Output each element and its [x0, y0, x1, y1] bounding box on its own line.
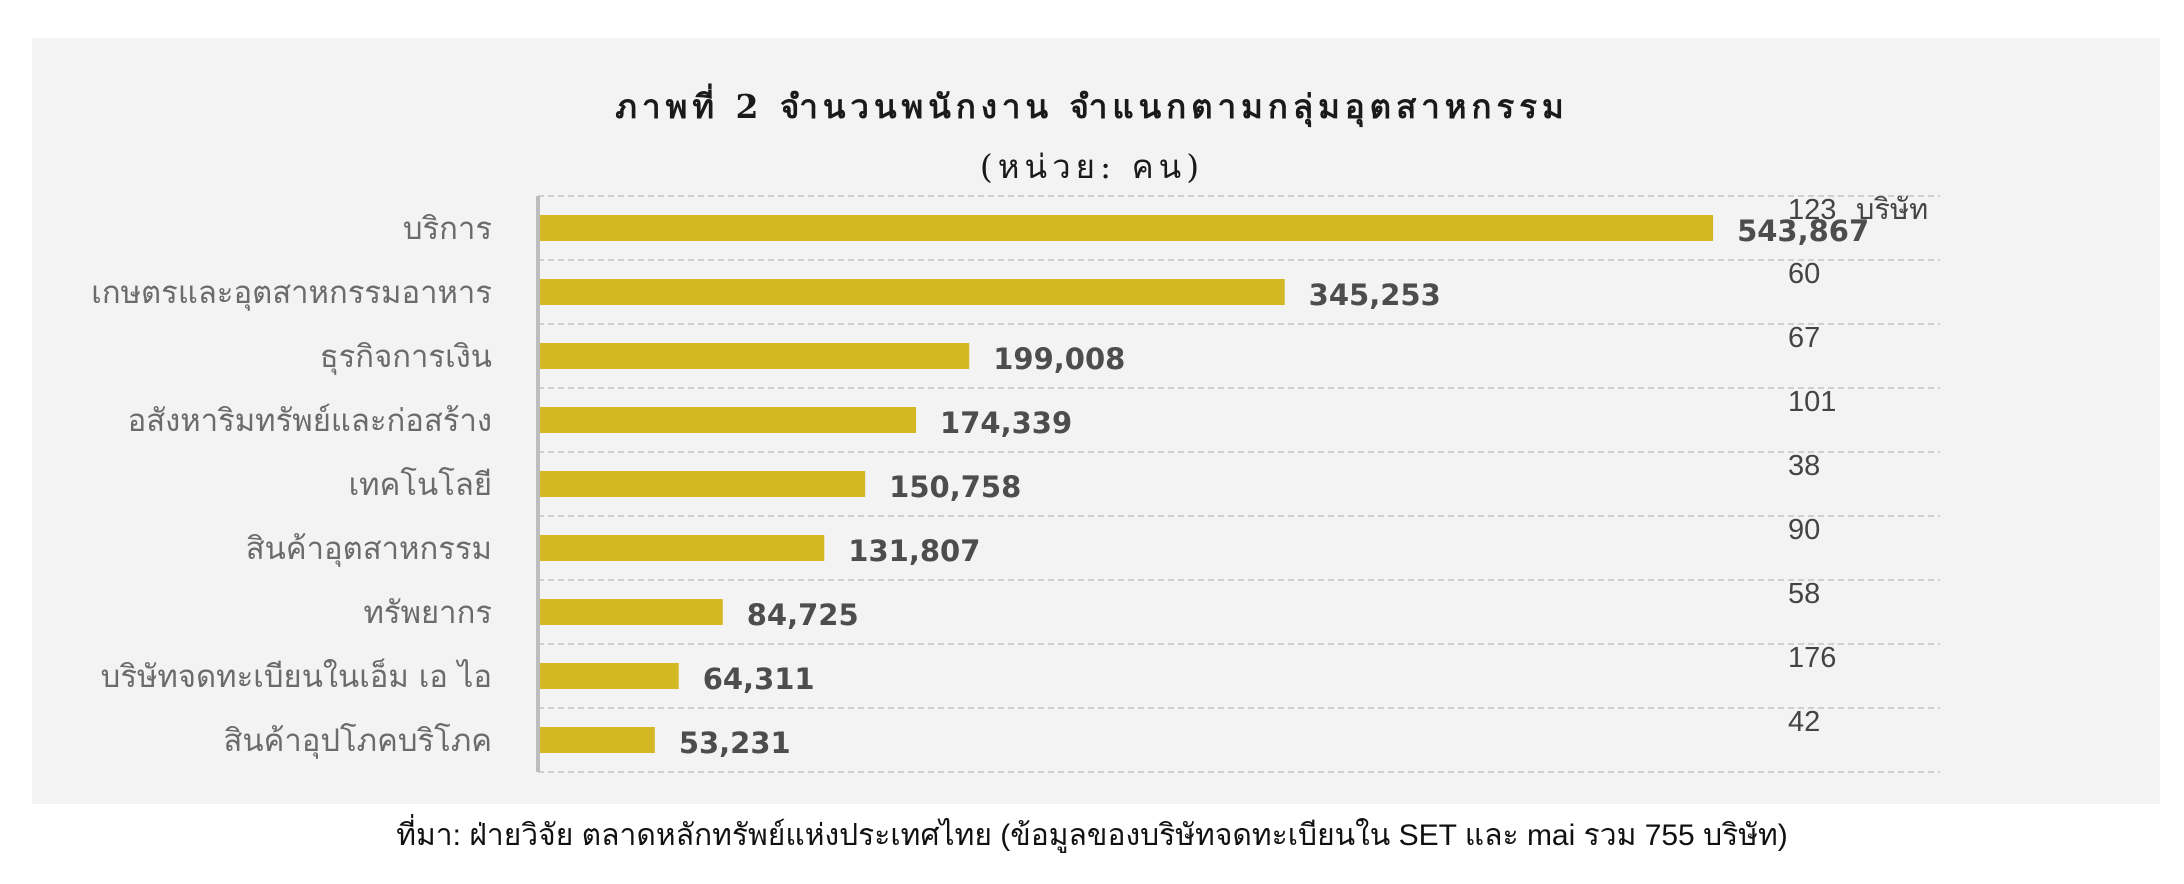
- bar: [540, 471, 866, 497]
- company-count-label: 38: [1788, 450, 1820, 482]
- category-label: ธุรกิจการเงิน: [320, 339, 492, 376]
- category-label: เกษตรและอุตสาหกรรมอาหาร: [91, 275, 492, 312]
- category-label: สินค้าอุปโภคบริโภค: [223, 723, 492, 760]
- value-label: 131,807: [848, 534, 980, 568]
- company-count-label: 60: [1788, 258, 1820, 290]
- company-unit-label: บริษัท: [1856, 194, 1928, 226]
- value-label: 84,725: [747, 598, 859, 632]
- bar: [540, 279, 1285, 305]
- bar: [540, 407, 917, 433]
- chart-panel: [32, 38, 2160, 804]
- company-count-label: 67: [1788, 322, 1820, 354]
- bar: [540, 599, 723, 625]
- category-label: ทรัพยากร: [363, 595, 492, 631]
- value-label: 543,867: [1737, 214, 1869, 248]
- category-label: บริการ: [403, 211, 492, 247]
- source-note: ที่มา: ฝ่ายวิจัย ตลาดหลักทรัพย์แห่งประเท…: [396, 819, 1788, 852]
- chart-subtitle: (หน่วย: คน): [979, 147, 1205, 186]
- category-label: อสังหาริมทรัพย์และก่อสร้าง: [128, 403, 492, 439]
- company-count-label: 42: [1788, 706, 1820, 738]
- bar: [540, 215, 1714, 241]
- category-label: เทคโนโลยี: [349, 467, 492, 503]
- bar: [540, 663, 679, 689]
- bar: [540, 727, 655, 753]
- company-count-label: 90: [1788, 514, 1820, 546]
- value-label: 150,758: [889, 470, 1021, 504]
- category-label: สินค้าอุตสาหกรรม: [246, 531, 492, 568]
- value-label: 199,008: [993, 342, 1125, 376]
- value-label: 53,231: [679, 726, 791, 760]
- company-count-label: 123: [1788, 194, 1836, 226]
- bar: [540, 535, 825, 561]
- company-count-label: 176: [1788, 642, 1836, 674]
- value-label: 345,253: [1309, 278, 1441, 312]
- chart-title: ภาพที่ 2 จำนวนพนักงาน จำแนกตามกลุ่มอุตสา…: [615, 87, 1569, 126]
- category-label: บริษัทจดทะเบียนในเอ็ม เอ ไอ: [101, 658, 492, 695]
- bar: [540, 343, 970, 369]
- company-count-label: 101: [1788, 386, 1836, 418]
- value-label: 174,339: [940, 406, 1072, 440]
- company-count-label: 58: [1788, 578, 1820, 610]
- value-label: 64,311: [703, 662, 815, 696]
